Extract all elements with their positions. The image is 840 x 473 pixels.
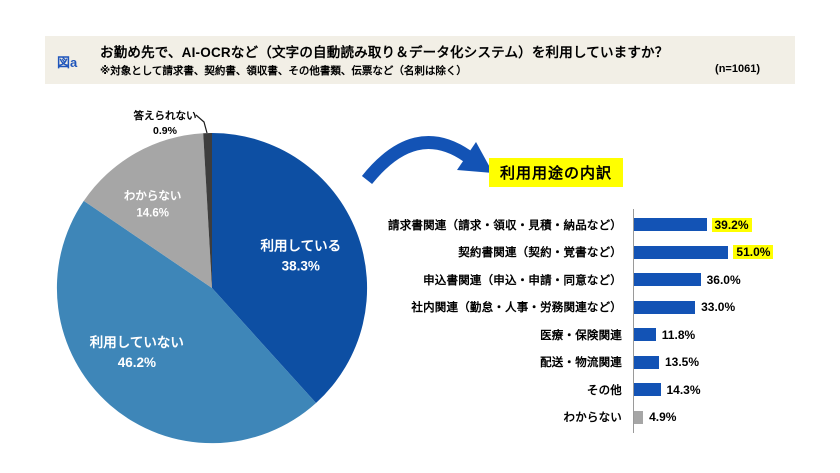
pie-inside-labels: 利用している 38.3% 利用していない 46.2% わからない 14.6% [90,189,341,370]
bar-category-label: 配送・物流関連 [540,357,622,370]
bar-track: 4.9% [622,410,833,424]
bar-chart-title: 利用用途の内訳 [489,158,624,187]
pie-slice-value: 14.6% [136,207,169,219]
pie-slice-3 [203,132,212,288]
bar-row: わからない 4.9% [388,404,833,432]
bar-category-label: わからない [563,412,622,425]
bar-row: 医療・保険関連 11.8% [388,321,833,349]
pie-callout-label: 答えられない [133,109,197,122]
bar-row: 申込書関連（申込・申請・同意など） 36.0% [388,266,833,294]
bar-rect [634,273,701,287]
bar-value-label: 14.3% [666,382,701,397]
bar-category-label: 請求書関連（請求・領収・見積・納品など） [388,219,622,232]
pie-slice-value: 38.3% [282,259,320,274]
bar-track: 13.5% [622,355,833,369]
bar-category-label: 申込書関連（申込・申請・同意など） [423,274,622,287]
bar-row: 配送・物流関連 13.5% [388,349,833,377]
bar-row: 請求書関連（請求・領収・見積・納品など） 39.2% [388,211,833,239]
bar-value-label: 13.5% [665,355,700,370]
bar-track: 51.0% [622,245,833,260]
bar-value-label: 4.9% [649,410,677,425]
bar-category-label: 社内関連（勤怠・人事・労務関連など） [411,302,622,315]
figure-label: 図a [57,55,78,70]
bar-value-label: 39.2% [711,217,752,232]
bar-value-label: 36.0% [706,272,741,287]
pie-callout-value: 0.9% [153,125,178,137]
bar-row: 社内関連（勤怠・人事・労務関連など） 33.0% [388,294,833,322]
bar-rect [634,410,644,424]
bar-value-label: 51.0% [733,245,774,260]
bar-axis-line [633,209,634,433]
curved-arrow-head [457,142,493,173]
bar-track: 11.8% [622,328,833,342]
pie-slices [56,132,368,444]
bar-row: その他 14.3% [388,376,833,404]
curved-arrow-icon [361,136,493,185]
bar-value-label: 33.0% [701,300,736,315]
curved-arrow-shaft [361,136,471,185]
pie-slice-1 [56,200,316,444]
bar-category-label: 医療・保険関連 [540,329,622,342]
bar-rect [634,218,707,232]
question-header: 図a お勤め先で、AI-OCRなど（文字の自動読み取り＆データ化システム）を利用… [45,36,795,84]
bar-track: 36.0% [622,273,833,287]
bar-rect [634,245,729,259]
pie-chart: 利用している 38.3% 利用していない 46.2% わからない 14.6% 答えられない… [56,109,368,444]
bar-value-label: 11.8% [661,327,696,342]
question-note: ※対象として請求書、契約書、領収書、その他書類、伝票など（名刺は除く） [100,65,467,77]
bar-chart: 請求書関連（請求・領収・見積・納品など） 39.2% 契約書関連（契約・覚書など） 5… [388,209,833,433]
pie-slice-2 [83,133,212,288]
pie-slice-label: 利用している [260,238,341,254]
bar-rect [634,300,696,314]
bar-row: 契約書関連（契約・覚書など） 51.0% [388,239,833,267]
bar-category-label: その他 [586,384,622,397]
question-text: お勤め先で、AI-OCRなど（文字の自動読み取り＆データ化システム）を利用してい… [100,45,669,60]
bar-track: 14.3% [622,383,833,397]
pie-slice-0 [212,132,368,403]
bar-category-label: 契約書関連（契約・覚書など） [458,247,622,260]
bar-rect [634,383,661,397]
sample-size: (n=1061) [715,63,760,75]
bar-rect [634,328,656,342]
pie-slice-value: 46.2% [118,355,156,370]
bar-track: 39.2% [622,217,833,232]
callout-line [195,114,208,134]
bar-rect [634,355,659,369]
pie-slice-label: 利用していない [90,334,184,350]
bar-track: 33.0% [622,300,833,314]
pie-slice-label: わからない [124,189,182,202]
